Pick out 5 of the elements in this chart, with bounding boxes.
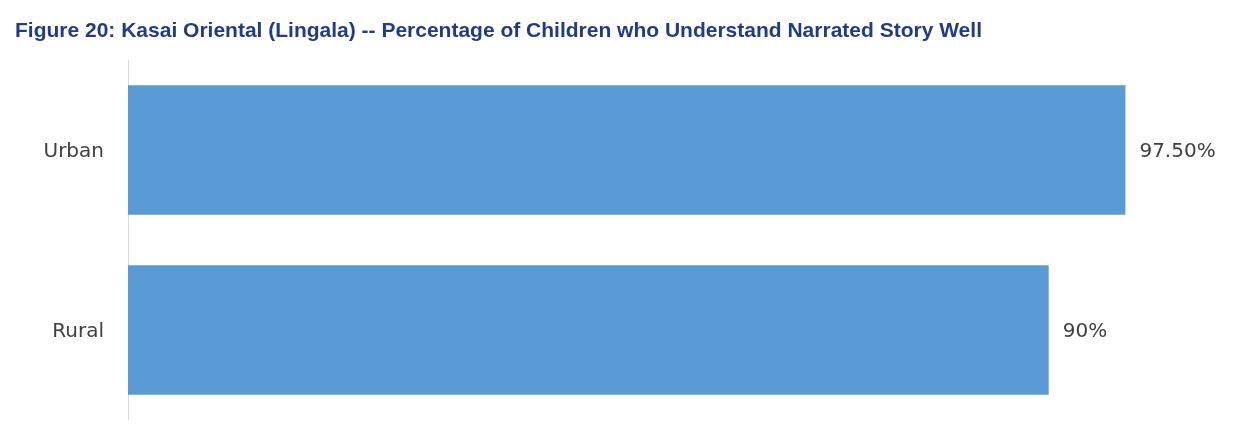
y-tick-label: Rural — [52, 318, 104, 342]
chart-title: Figure 20: Kasai Oriental (Lingala) -- Percentage of Children who Understand Narrated Story Well — [15, 18, 982, 41]
data-label: 97.50% — [1139, 138, 1216, 162]
y-tick-label: Urban — [43, 138, 104, 162]
data-label: 90% — [1062, 318, 1108, 342]
